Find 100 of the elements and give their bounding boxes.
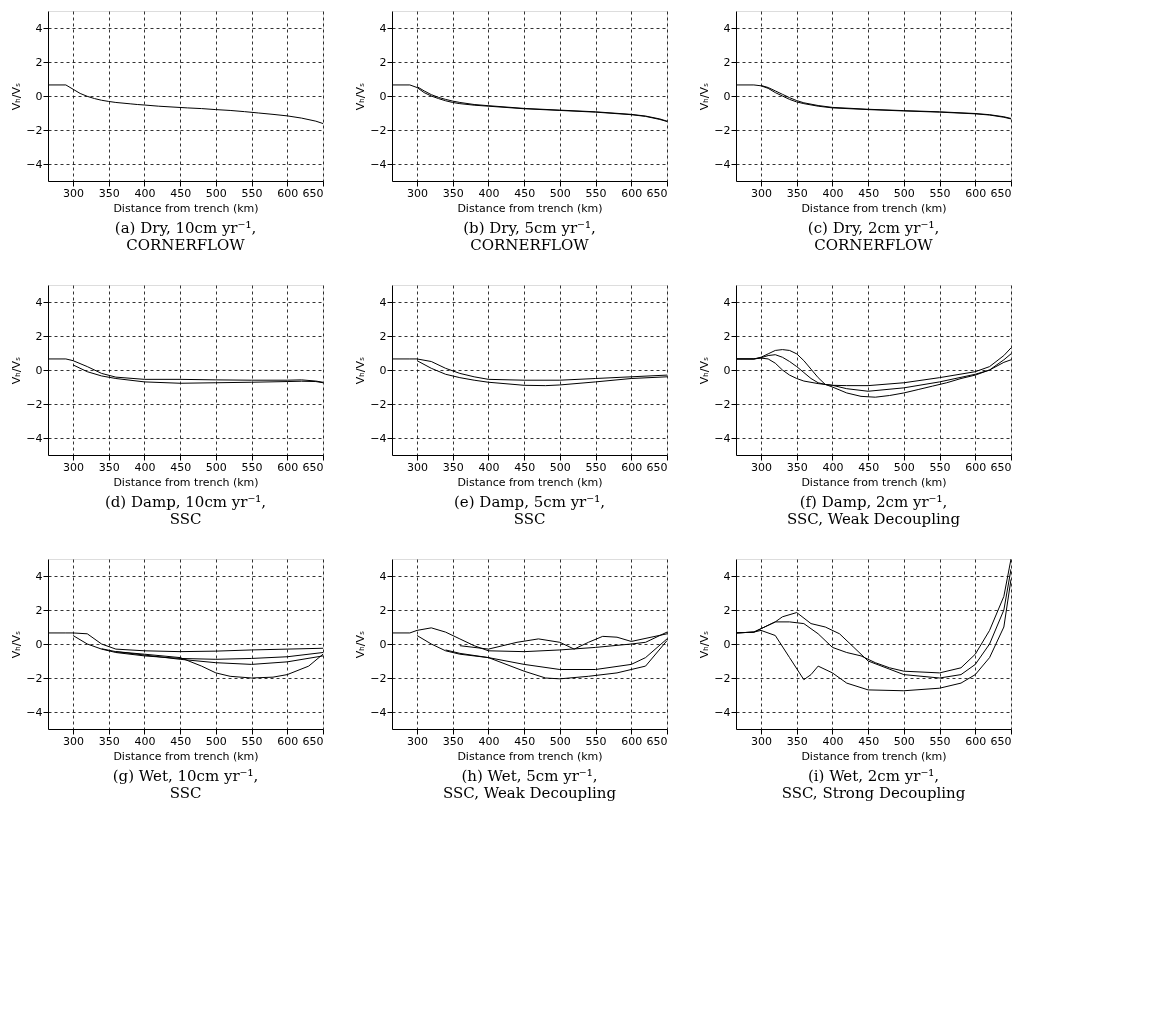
y-tick-label: 4 bbox=[35, 295, 43, 309]
x-axis-title: Distance from trench (km) bbox=[113, 749, 259, 763]
x-tick-label: 400 bbox=[134, 186, 156, 200]
y-tick-label: −4 bbox=[26, 157, 43, 171]
y-tick-label: 2 bbox=[379, 55, 387, 69]
y-tick-label: −2 bbox=[714, 397, 731, 411]
x-tick-label: 350 bbox=[786, 460, 808, 474]
y-tick-label: −4 bbox=[370, 431, 387, 445]
y-tick-label: −4 bbox=[370, 157, 387, 171]
y-tick-label: −4 bbox=[714, 431, 731, 445]
text: CORNERFLOW bbox=[126, 236, 246, 254]
y-tick-label: −2 bbox=[370, 671, 387, 685]
y-tick-label: −2 bbox=[714, 123, 731, 137]
x-tick-label: 650 bbox=[646, 460, 668, 474]
y-tick-label: 2 bbox=[379, 329, 387, 343]
x-tick-label: 400 bbox=[478, 734, 500, 748]
text: SSC bbox=[169, 784, 202, 802]
y-tick-label: 0 bbox=[379, 637, 387, 651]
x-tick-label: 650 bbox=[302, 460, 324, 474]
y-tick-label: 4 bbox=[379, 295, 387, 309]
x-tick-label: 450 bbox=[858, 460, 880, 474]
x-tick-label: 600 bbox=[965, 734, 987, 748]
y-tick-label: −2 bbox=[714, 671, 731, 685]
x-tick-label: 400 bbox=[822, 186, 844, 200]
y-tick-label: 2 bbox=[723, 603, 731, 617]
y-axis-title: Vₕ/Vₛ bbox=[698, 356, 712, 385]
x-tick-label: 450 bbox=[858, 186, 880, 200]
x-tick-label: 400 bbox=[134, 734, 156, 748]
x-tick-label: 300 bbox=[63, 734, 84, 748]
y-tick-label: 2 bbox=[379, 603, 387, 617]
y-tick-label: 4 bbox=[379, 569, 387, 583]
x-axis-title: Distance from trench (km) bbox=[457, 749, 603, 763]
x-tick-label: 650 bbox=[990, 186, 1012, 200]
y-axis-title: Vₕ/Vₛ bbox=[354, 356, 368, 385]
y-tick-label: 0 bbox=[35, 89, 43, 103]
x-tick-label: 650 bbox=[302, 186, 324, 200]
x-tick-label: 550 bbox=[929, 186, 951, 200]
x-tick-label: 350 bbox=[442, 460, 464, 474]
x-tick-label: 550 bbox=[929, 460, 951, 474]
x-tick-label: 450 bbox=[170, 460, 192, 474]
x-tick-label: 300 bbox=[751, 734, 772, 748]
x-tick-label: 600 bbox=[277, 460, 299, 474]
x-tick-label: 450 bbox=[514, 734, 536, 748]
x-tick-label: 350 bbox=[98, 186, 120, 200]
x-tick-label: 500 bbox=[893, 734, 915, 748]
x-tick-label: 600 bbox=[621, 460, 643, 474]
x-tick-label: 550 bbox=[241, 186, 263, 200]
x-tick-label: 500 bbox=[549, 734, 571, 748]
y-tick-label: −2 bbox=[26, 671, 43, 685]
x-tick-label: 300 bbox=[407, 734, 428, 748]
x-axis-title: Distance from trench (km) bbox=[113, 201, 259, 215]
x-axis-title: Distance from trench (km) bbox=[113, 475, 259, 489]
x-tick-label: 350 bbox=[442, 734, 464, 748]
x-tick-label: 600 bbox=[965, 460, 987, 474]
x-axis-title: Distance from trench (km) bbox=[801, 749, 947, 763]
text: (h) Wet, 5cm yr⁻¹, bbox=[461, 767, 598, 785]
x-tick-label: 450 bbox=[170, 734, 192, 748]
x-tick-label: 550 bbox=[585, 734, 607, 748]
x-tick-label: 400 bbox=[478, 460, 500, 474]
y-tick-label: 4 bbox=[35, 21, 43, 35]
y-tick-label: 4 bbox=[723, 295, 731, 309]
x-tick-label: 400 bbox=[822, 734, 844, 748]
x-tick-label: 450 bbox=[514, 460, 536, 474]
y-axis-title: Vₕ/Vₛ bbox=[354, 82, 368, 111]
x-tick-label: 650 bbox=[990, 460, 1012, 474]
y-tick-label: 0 bbox=[379, 363, 387, 377]
y-tick-label: 0 bbox=[723, 89, 731, 103]
y-tick-label: 2 bbox=[35, 329, 43, 343]
text: (i) Wet, 2cm yr⁻¹, bbox=[807, 767, 940, 785]
x-tick-label: 500 bbox=[205, 734, 227, 748]
x-tick-label: 300 bbox=[407, 460, 428, 474]
x-tick-label: 550 bbox=[241, 460, 263, 474]
text: SSC, Weak Decoupling bbox=[786, 510, 961, 528]
x-axis-title: Distance from trench (km) bbox=[457, 475, 603, 489]
y-tick-label: −4 bbox=[370, 705, 387, 719]
text: (b) Dry, 5cm yr⁻¹, bbox=[463, 219, 596, 237]
y-axis-title: Vₕ/Vₛ bbox=[10, 356, 24, 385]
y-tick-label: 0 bbox=[723, 637, 731, 651]
y-axis-title: Vₕ/Vₛ bbox=[698, 82, 712, 111]
x-tick-label: 450 bbox=[858, 734, 880, 748]
x-tick-label: 400 bbox=[478, 186, 500, 200]
y-axis-title: Vₕ/Vₛ bbox=[10, 82, 24, 111]
x-tick-label: 350 bbox=[786, 186, 808, 200]
x-tick-label: 500 bbox=[549, 460, 571, 474]
y-tick-label: 4 bbox=[379, 21, 387, 35]
x-axis-title: Distance from trench (km) bbox=[801, 201, 947, 215]
x-tick-label: 300 bbox=[63, 460, 84, 474]
x-tick-label: 300 bbox=[407, 186, 428, 200]
x-tick-label: 550 bbox=[585, 186, 607, 200]
y-axis-title: Vₕ/Vₛ bbox=[10, 630, 24, 659]
text: SSC, Strong Decoupling bbox=[781, 784, 966, 802]
y-axis-title: Vₕ/Vₛ bbox=[354, 630, 368, 659]
y-tick-label: 2 bbox=[35, 55, 43, 69]
y-tick-label: −2 bbox=[26, 123, 43, 137]
y-tick-label: 0 bbox=[35, 637, 43, 651]
text: (f) Damp, 2cm yr⁻¹, bbox=[799, 493, 948, 511]
y-tick-label: −4 bbox=[26, 705, 43, 719]
y-axis-title: Vₕ/Vₛ bbox=[698, 630, 712, 659]
y-tick-label: 0 bbox=[723, 363, 731, 377]
x-tick-label: 500 bbox=[893, 186, 915, 200]
